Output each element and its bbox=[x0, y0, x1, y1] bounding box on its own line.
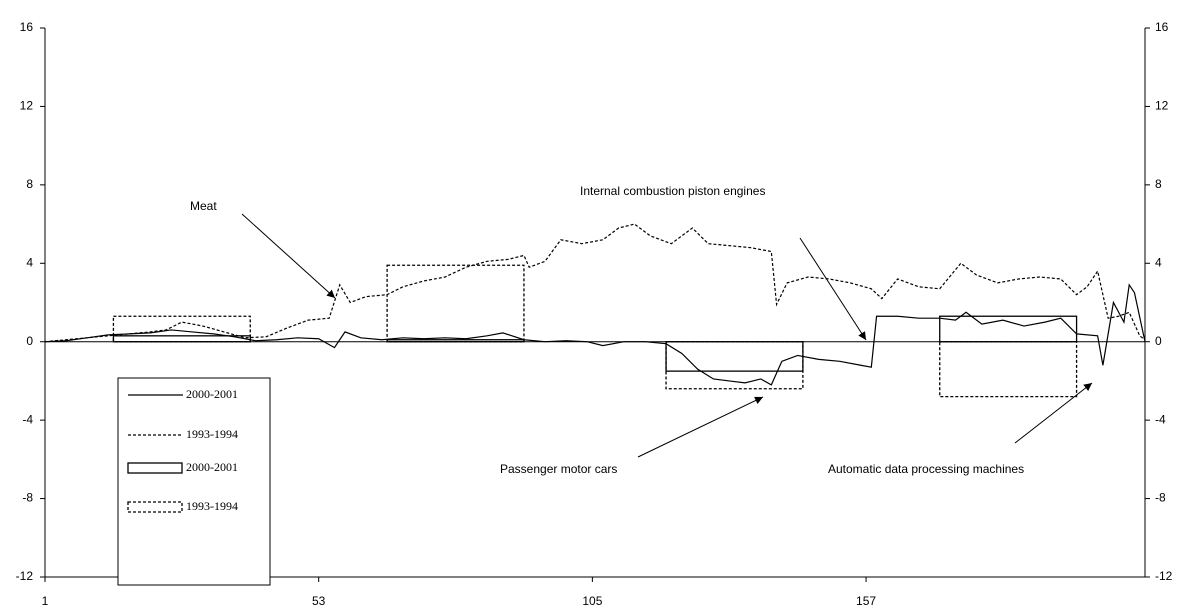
annotation-arrow bbox=[241, 213, 336, 299]
legend-swatch bbox=[127, 462, 183, 474]
group-box bbox=[939, 315, 1078, 343]
annotation-arrow bbox=[799, 237, 867, 341]
y2-tick-label: -12 bbox=[1155, 569, 1173, 583]
y-tick-label: -4 bbox=[22, 412, 33, 426]
y-tick-label: -12 bbox=[16, 569, 34, 583]
annotation: Internal combustion piston engines bbox=[580, 184, 765, 198]
annotation: Meat bbox=[190, 199, 217, 213]
group-box bbox=[665, 341, 804, 372]
group-box bbox=[665, 341, 804, 390]
y2-tick-label: 4 bbox=[1155, 255, 1162, 269]
annotation-arrow bbox=[637, 396, 764, 458]
y2-tick-label: -8 bbox=[1155, 491, 1166, 505]
x-tick-label: 157 bbox=[856, 594, 876, 608]
legend-label: 1993-1994 bbox=[186, 499, 238, 513]
legend-label: 2000-2001 bbox=[186, 387, 238, 401]
group-box bbox=[112, 315, 251, 343]
series-line bbox=[44, 223, 1146, 343]
annotation-arrow bbox=[1014, 382, 1093, 444]
x-tick-label: 53 bbox=[312, 594, 326, 608]
group-box bbox=[939, 341, 1078, 398]
series-line bbox=[44, 283, 1146, 386]
y-tick-label: 8 bbox=[26, 177, 33, 191]
group-box bbox=[386, 264, 525, 343]
y-tick-label: 16 bbox=[20, 20, 34, 34]
y2-tick-label: 8 bbox=[1155, 177, 1162, 191]
x-tick-label: 105 bbox=[582, 594, 602, 608]
y-tick-label: 12 bbox=[20, 99, 34, 113]
legend-entries: 2000-2001 1993-1994 2000-2001 1993-1994 bbox=[127, 387, 238, 513]
y2-tick-label: 16 bbox=[1155, 20, 1169, 34]
legend-swatch bbox=[127, 501, 183, 513]
y2-tick-label: 0 bbox=[1155, 334, 1162, 348]
y-tick-label: 4 bbox=[26, 255, 33, 269]
y-tick-label: 0 bbox=[26, 334, 33, 348]
legend bbox=[117, 377, 271, 586]
y2-tick-label: 12 bbox=[1155, 99, 1169, 113]
annotation: Passenger motor cars bbox=[500, 462, 617, 476]
legend-label: 1993-1994 bbox=[186, 427, 238, 441]
x-tick-label: 1 bbox=[42, 594, 49, 608]
y-tick-label: -8 bbox=[22, 491, 33, 505]
legend-label: 2000-2001 bbox=[186, 460, 238, 474]
annotation: Automatic data processing machines bbox=[828, 462, 1024, 476]
y2-tick-label: -4 bbox=[1155, 412, 1166, 426]
